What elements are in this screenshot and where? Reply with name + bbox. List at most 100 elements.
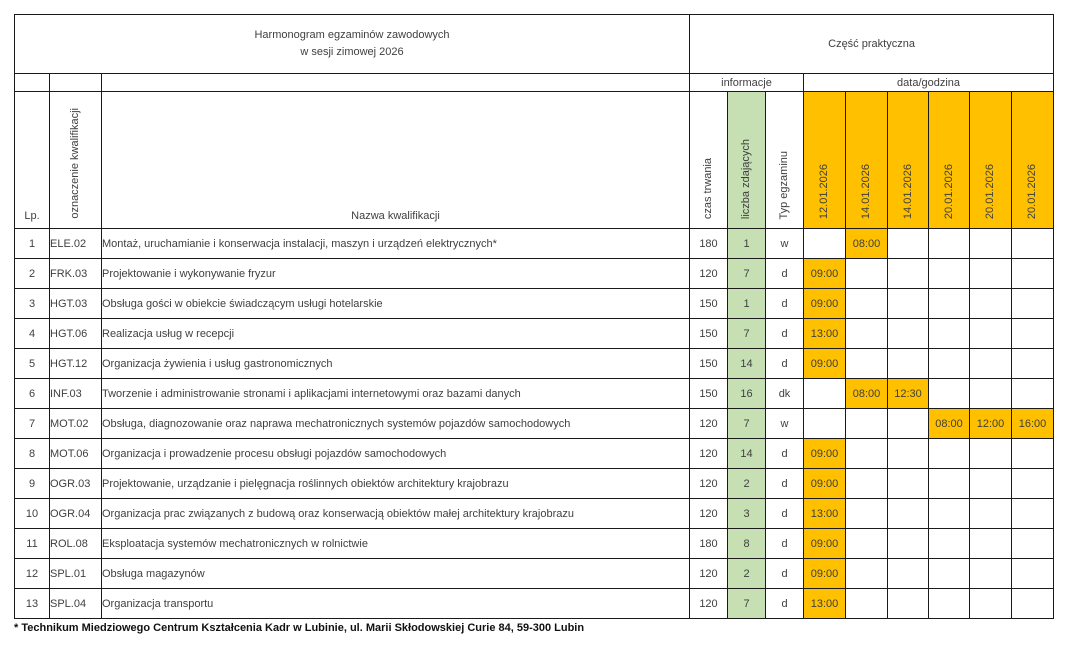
col-header-date-1: 12.01.2026 bbox=[803, 91, 846, 229]
exam-time-cell bbox=[1010, 528, 1055, 559]
footnote: * Technikum Miedziowego Centrum Kształce… bbox=[14, 622, 585, 634]
duration-cell: 120 bbox=[689, 498, 728, 529]
row-number-cell: 2 bbox=[14, 258, 50, 289]
exam-time-cell bbox=[887, 318, 929, 349]
qualification-code-cell: MOT.02 bbox=[49, 408, 102, 439]
table-row: 13 SPL.04 Organizacja transportu 120 7 d 13:00 bbox=[14, 588, 1055, 619]
qualification-name-cell: Obsługa magazynów bbox=[101, 558, 690, 589]
qualification-code-cell: SPL.04 bbox=[49, 588, 102, 619]
group-header-row: informacje data/godzina bbox=[14, 73, 1055, 92]
col-header-exam-type: Typ egzaminu bbox=[765, 91, 804, 229]
qualification-code-cell: HGT.06 bbox=[49, 318, 102, 349]
exam-time-cell bbox=[845, 588, 888, 619]
table-title: Harmonogram egzaminów zawodowych w sesji… bbox=[14, 14, 690, 74]
exam-time-cell: 13:00 bbox=[803, 588, 846, 619]
exam-time-cell bbox=[845, 528, 888, 559]
qualification-name-cell: Obsługa gości w obiekcie świadczącym usł… bbox=[101, 288, 690, 319]
duration-cell: 120 bbox=[689, 258, 728, 289]
qualification-name-cell: Organizacja transportu bbox=[101, 588, 690, 619]
exam-time-cell bbox=[928, 318, 970, 349]
exam-time-cell: 09:00 bbox=[803, 558, 846, 589]
candidates-count-cell: 7 bbox=[727, 408, 766, 439]
qualification-code-cell: FRK.03 bbox=[49, 258, 102, 289]
exam-time-cell: 09:00 bbox=[803, 528, 846, 559]
exam-time-cell bbox=[1010, 558, 1055, 589]
empty-cell bbox=[101, 73, 690, 92]
exam-schedule-table: Harmonogram egzaminów zawodowych w sesji… bbox=[14, 14, 1055, 619]
col-header-duration: czas trwania bbox=[689, 91, 728, 229]
qualification-name-cell: Projektowanie i wykonywanie fryzur bbox=[101, 258, 690, 289]
exam-time-cell bbox=[1010, 348, 1055, 379]
exam-time-cell bbox=[969, 588, 1012, 619]
qualification-name-cell: Realizacja usług w recepcji bbox=[101, 318, 690, 349]
table-row: 4 HGT.06 Realizacja usług w recepcji 150 7 d 1… bbox=[14, 318, 1055, 349]
exam-time-cell bbox=[969, 258, 1012, 289]
empty-cell bbox=[14, 73, 50, 92]
candidates-count-cell: 2 bbox=[727, 468, 766, 499]
qualification-code-cell: OGR.03 bbox=[49, 468, 102, 499]
exam-time-cell bbox=[845, 258, 888, 289]
exam-time-cell bbox=[969, 558, 1012, 589]
exam-time-cell bbox=[928, 258, 970, 289]
qualification-code-cell: HGT.03 bbox=[49, 288, 102, 319]
duration-cell: 120 bbox=[689, 588, 728, 619]
duration-cell: 150 bbox=[689, 288, 728, 319]
col-header-lp: Lp. bbox=[14, 91, 50, 229]
exam-time-cell: 09:00 bbox=[803, 348, 846, 379]
exam-time-cell bbox=[845, 438, 888, 469]
qualification-code-cell: ROL.08 bbox=[49, 528, 102, 559]
exam-time-cell bbox=[887, 468, 929, 499]
exam-time-cell bbox=[928, 348, 970, 379]
table-title-line1: Harmonogram egzaminów zawodowych bbox=[254, 28, 450, 41]
candidates-count-cell: 14 bbox=[727, 348, 766, 379]
duration-cell: 180 bbox=[689, 528, 728, 559]
exam-type-cell: d bbox=[765, 558, 804, 589]
row-number-cell: 9 bbox=[14, 468, 50, 499]
exam-time-cell bbox=[887, 498, 929, 529]
exam-time-cell bbox=[969, 318, 1012, 349]
table-row: 3 HGT.03 Obsługa gości w obiekcie świadczą… bbox=[14, 288, 1055, 319]
exam-time-cell: 09:00 bbox=[803, 258, 846, 289]
qualification-code-cell: OGR.04 bbox=[49, 498, 102, 529]
exam-time-cell: 08:00 bbox=[845, 378, 888, 409]
exam-time-cell bbox=[845, 558, 888, 589]
exam-time-cell bbox=[928, 588, 970, 619]
exam-time-cell bbox=[845, 318, 888, 349]
exam-time-cell: 12:30 bbox=[887, 378, 929, 409]
exam-time-cell bbox=[928, 528, 970, 559]
candidates-count-cell: 1 bbox=[727, 228, 766, 259]
row-number-cell: 1 bbox=[14, 228, 50, 259]
row-number-cell: 10 bbox=[14, 498, 50, 529]
row-number-cell: 3 bbox=[14, 288, 50, 319]
table-row: 12 SPL.01 Obsługa magazynów 120 2 d 09:00 bbox=[14, 558, 1055, 589]
col-header-name: Nazwa kwalifikacji bbox=[101, 91, 690, 229]
row-number-cell: 4 bbox=[14, 318, 50, 349]
exam-time-cell bbox=[928, 438, 970, 469]
exam-time-cell bbox=[969, 348, 1012, 379]
qualification-code-cell: HGT.12 bbox=[49, 348, 102, 379]
exam-time-cell: 13:00 bbox=[803, 318, 846, 349]
exam-time-cell: 09:00 bbox=[803, 468, 846, 499]
exam-time-cell: 12:00 bbox=[969, 408, 1012, 439]
exam-time-cell bbox=[845, 288, 888, 319]
exam-time-cell bbox=[969, 438, 1012, 469]
exam-type-cell: d bbox=[765, 588, 804, 619]
exam-time-cell: 09:00 bbox=[803, 288, 846, 319]
duration-cell: 150 bbox=[689, 378, 728, 409]
table-row: 5 HGT.12 Organizacja żywienia i usług gast… bbox=[14, 348, 1055, 379]
qualification-code-cell: INF.03 bbox=[49, 378, 102, 409]
exam-time-cell: 08:00 bbox=[928, 408, 970, 439]
qualification-name-cell: Organizacja prac związanych z budową ora… bbox=[101, 498, 690, 529]
table-row: 9 OGR.03 Projektowanie, urządzanie i pielę… bbox=[14, 468, 1055, 499]
exam-time-cell bbox=[1010, 318, 1055, 349]
exam-time-cell bbox=[845, 468, 888, 499]
exam-time-cell bbox=[969, 378, 1012, 409]
table-row: 7 MOT.02 Obsługa, diagnozowanie oraz napra… bbox=[14, 408, 1055, 439]
table-row: 1 ELE.02 Montaż, uruchamianie i konserwacj… bbox=[14, 228, 1055, 259]
exam-time-cell bbox=[928, 498, 970, 529]
qualification-code-cell: MOT.06 bbox=[49, 438, 102, 469]
col-header-date-6: 20.01.2026 bbox=[1010, 91, 1055, 229]
exam-type-cell: d bbox=[765, 528, 804, 559]
exam-time-cell bbox=[887, 348, 929, 379]
